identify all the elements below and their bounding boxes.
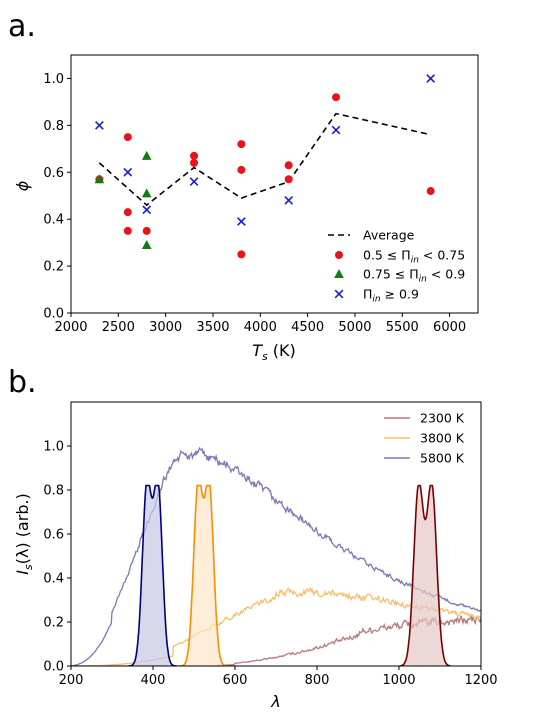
y-tick-label: 1.0 xyxy=(43,72,64,87)
panel-b-x-axis-label: λ xyxy=(270,692,280,711)
panel-b: b. 200 400 600 800 1000 1200 0.0 0.2 0.4 0.6 0.8 1… xyxy=(8,365,498,711)
panel-b-legend: 2300 K 3800 K 5800 K xyxy=(384,411,465,466)
x-tick-label: 800 xyxy=(305,673,330,688)
panel-b-marks xyxy=(71,446,481,666)
point-pi_low xyxy=(123,208,132,217)
point-pi_low xyxy=(142,226,151,235)
x-tick-label: 3000 xyxy=(149,320,182,335)
y-tick-label: 0.6 xyxy=(43,528,64,543)
point-pi_low xyxy=(426,187,435,196)
y-tick-label: 1.0 xyxy=(43,440,64,455)
x-tick-label: 1200 xyxy=(464,673,497,688)
x-tick-label: 400 xyxy=(141,673,166,688)
legend-key-pi_high xyxy=(334,289,344,299)
legend-label: Πin ≥ 0.9 xyxy=(363,287,419,305)
panel-a-x-ticks: 2000 2500 3000 3500 4000 4500 5000 5500 6000 xyxy=(54,313,466,335)
x-tick-label: 5500 xyxy=(386,320,419,335)
average-line xyxy=(98,112,431,207)
point-pi_low xyxy=(123,133,132,142)
point-pi_mid xyxy=(141,188,152,198)
absorber-line xyxy=(400,484,451,666)
x-tick-label: 600 xyxy=(223,673,248,688)
panel-a-y-axis-label: ϕ xyxy=(13,180,32,191)
absorber-fill xyxy=(400,485,451,666)
x-tick-label: 2500 xyxy=(102,320,135,335)
x-tick-label: 4500 xyxy=(291,320,324,335)
legend-key-pi_mid xyxy=(334,269,344,278)
point-pi_low xyxy=(284,175,293,184)
point-pi_high xyxy=(426,74,436,83)
legend-label: 2300 K xyxy=(420,411,465,426)
panel-b-y-ticks: 0.0 0.2 0.4 0.6 0.8 1.0 xyxy=(43,440,71,675)
point-pi_high xyxy=(142,205,152,215)
y-tick-label: 0.2 xyxy=(43,260,64,275)
panel-b-x-ticks: 200 400 600 800 1000 1200 xyxy=(59,666,498,688)
point-pi_mid xyxy=(94,174,105,184)
legend-label: Average xyxy=(363,228,415,243)
point-pi_low xyxy=(190,151,199,160)
panel-b-label: b. xyxy=(8,365,37,400)
y-tick-label: 0.2 xyxy=(43,616,64,631)
point-pi_low xyxy=(237,165,246,174)
x-tick-label: 5000 xyxy=(338,320,371,335)
y-tick-label: 0.8 xyxy=(43,119,64,134)
point-pi_high xyxy=(95,120,104,130)
y-tick-label: 0.0 xyxy=(43,307,64,322)
panel-a: a. 2000 2500 3000 3500 4000 4500 5000 5500 6000 … xyxy=(8,9,479,363)
panel-a-legend: Average 0.5 ≤ Πin < 0.750.75 ≤ Πin < 0.9 Π… xyxy=(328,228,465,305)
x-tick-label: 6000 xyxy=(433,320,466,335)
absorber-line xyxy=(128,484,177,666)
panel-b-y-axis-label: Is(λ) (arb.) xyxy=(13,493,35,575)
legend-key-pi_low xyxy=(335,251,343,259)
point-pi_high xyxy=(123,167,133,177)
absorber-fill xyxy=(179,485,228,666)
point-pi_low xyxy=(237,140,246,149)
legend-label: 0.5 ≤ Πin < 0.75 xyxy=(363,248,465,266)
panel-a-marks xyxy=(94,74,436,259)
absorber-line xyxy=(179,484,228,666)
point-pi_high xyxy=(331,125,341,135)
point-pi_low xyxy=(332,93,341,102)
panel-a-y-ticks: 0.0 0.2 0.4 0.6 0.8 1.0 xyxy=(43,72,71,322)
y-tick-label: 0.4 xyxy=(43,213,64,228)
x-tick-label: 200 xyxy=(59,673,84,688)
legend-label: 0.75 ≤ Πin < 0.9 xyxy=(363,267,465,285)
panel-a-frame xyxy=(70,54,479,314)
x-tick-label: 4000 xyxy=(244,320,277,335)
point-pi_low xyxy=(190,158,199,167)
legend-label: 3800 K xyxy=(420,431,465,446)
point-pi_low xyxy=(284,161,293,170)
point-pi_mid xyxy=(141,150,152,160)
point-pi_high xyxy=(284,196,294,205)
y-tick-label: 0.6 xyxy=(43,166,64,181)
y-tick-label: 0.0 xyxy=(43,660,64,675)
absorber-fill xyxy=(128,485,177,666)
point-pi_high xyxy=(237,217,246,226)
x-tick-label: 2000 xyxy=(54,320,87,335)
panel-a-x-axis-label: Ts (K) xyxy=(252,341,296,363)
point-pi_low xyxy=(237,250,246,259)
x-tick-label: 3500 xyxy=(196,320,229,335)
x-tick-label: 1000 xyxy=(382,673,415,688)
panel-a-label: a. xyxy=(8,9,36,44)
y-tick-label: 0.8 xyxy=(43,484,64,499)
y-tick-label: 0.4 xyxy=(43,572,64,587)
legend-label: 5800 K xyxy=(420,451,465,466)
point-pi_high xyxy=(189,177,199,187)
point-pi_low xyxy=(123,226,132,235)
point-pi_mid xyxy=(141,239,152,249)
